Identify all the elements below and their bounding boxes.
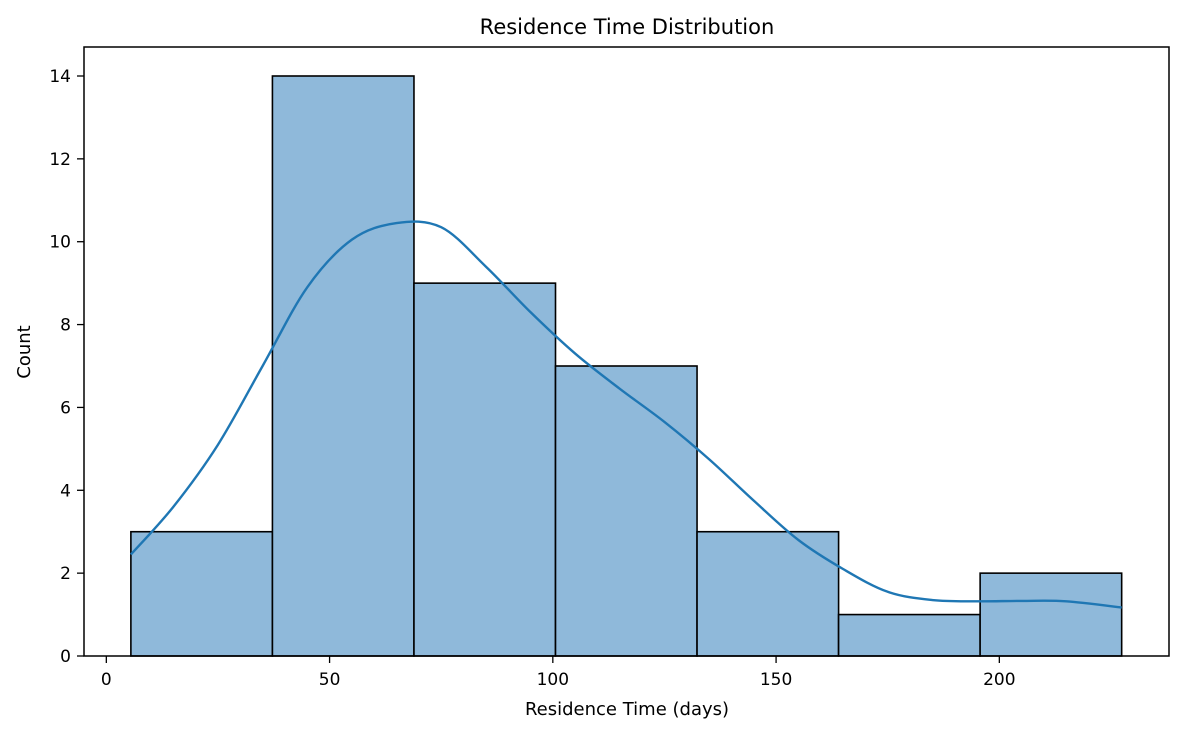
x-tick-label: 0 <box>101 670 112 690</box>
x-axis-ticks: 0 50 100 150 200 <box>101 656 1016 690</box>
x-tick-label: 100 <box>537 670 569 690</box>
histogram-bar <box>554 365 698 657</box>
histogram-bar <box>696 530 840 657</box>
y-axis-label: Count <box>14 325 35 378</box>
y-tick-label: 4 <box>60 481 71 501</box>
y-tick-label: 14 <box>49 67 71 87</box>
chart-title: Residence Time Distribution <box>480 15 775 39</box>
y-tick-label: 12 <box>49 150 71 170</box>
y-tick-label: 0 <box>60 647 71 667</box>
y-axis-ticks: 0 2 4 6 8 10 12 14 <box>49 67 84 667</box>
x-axis-label: Residence Time (days) <box>525 699 729 720</box>
y-tick-label: 2 <box>60 564 71 584</box>
y-tick-label: 8 <box>60 316 71 336</box>
x-tick-label: 50 <box>319 670 341 690</box>
histogram-bars <box>130 75 1123 657</box>
histogram-bar <box>979 572 1123 657</box>
kde-curve-group <box>129 220 1122 609</box>
y-tick-label: 10 <box>49 233 71 253</box>
x-tick-label: 150 <box>760 670 792 690</box>
plot-area-frame <box>83 46 1170 657</box>
histogram-bar <box>837 613 981 657</box>
x-tick-label: 200 <box>983 670 1015 690</box>
y-tick-label: 6 <box>60 398 71 418</box>
kde-curve <box>129 220 1122 609</box>
histogram-bar <box>413 282 557 657</box>
histogram-bar <box>130 530 274 657</box>
histogram-bar <box>271 75 415 657</box>
